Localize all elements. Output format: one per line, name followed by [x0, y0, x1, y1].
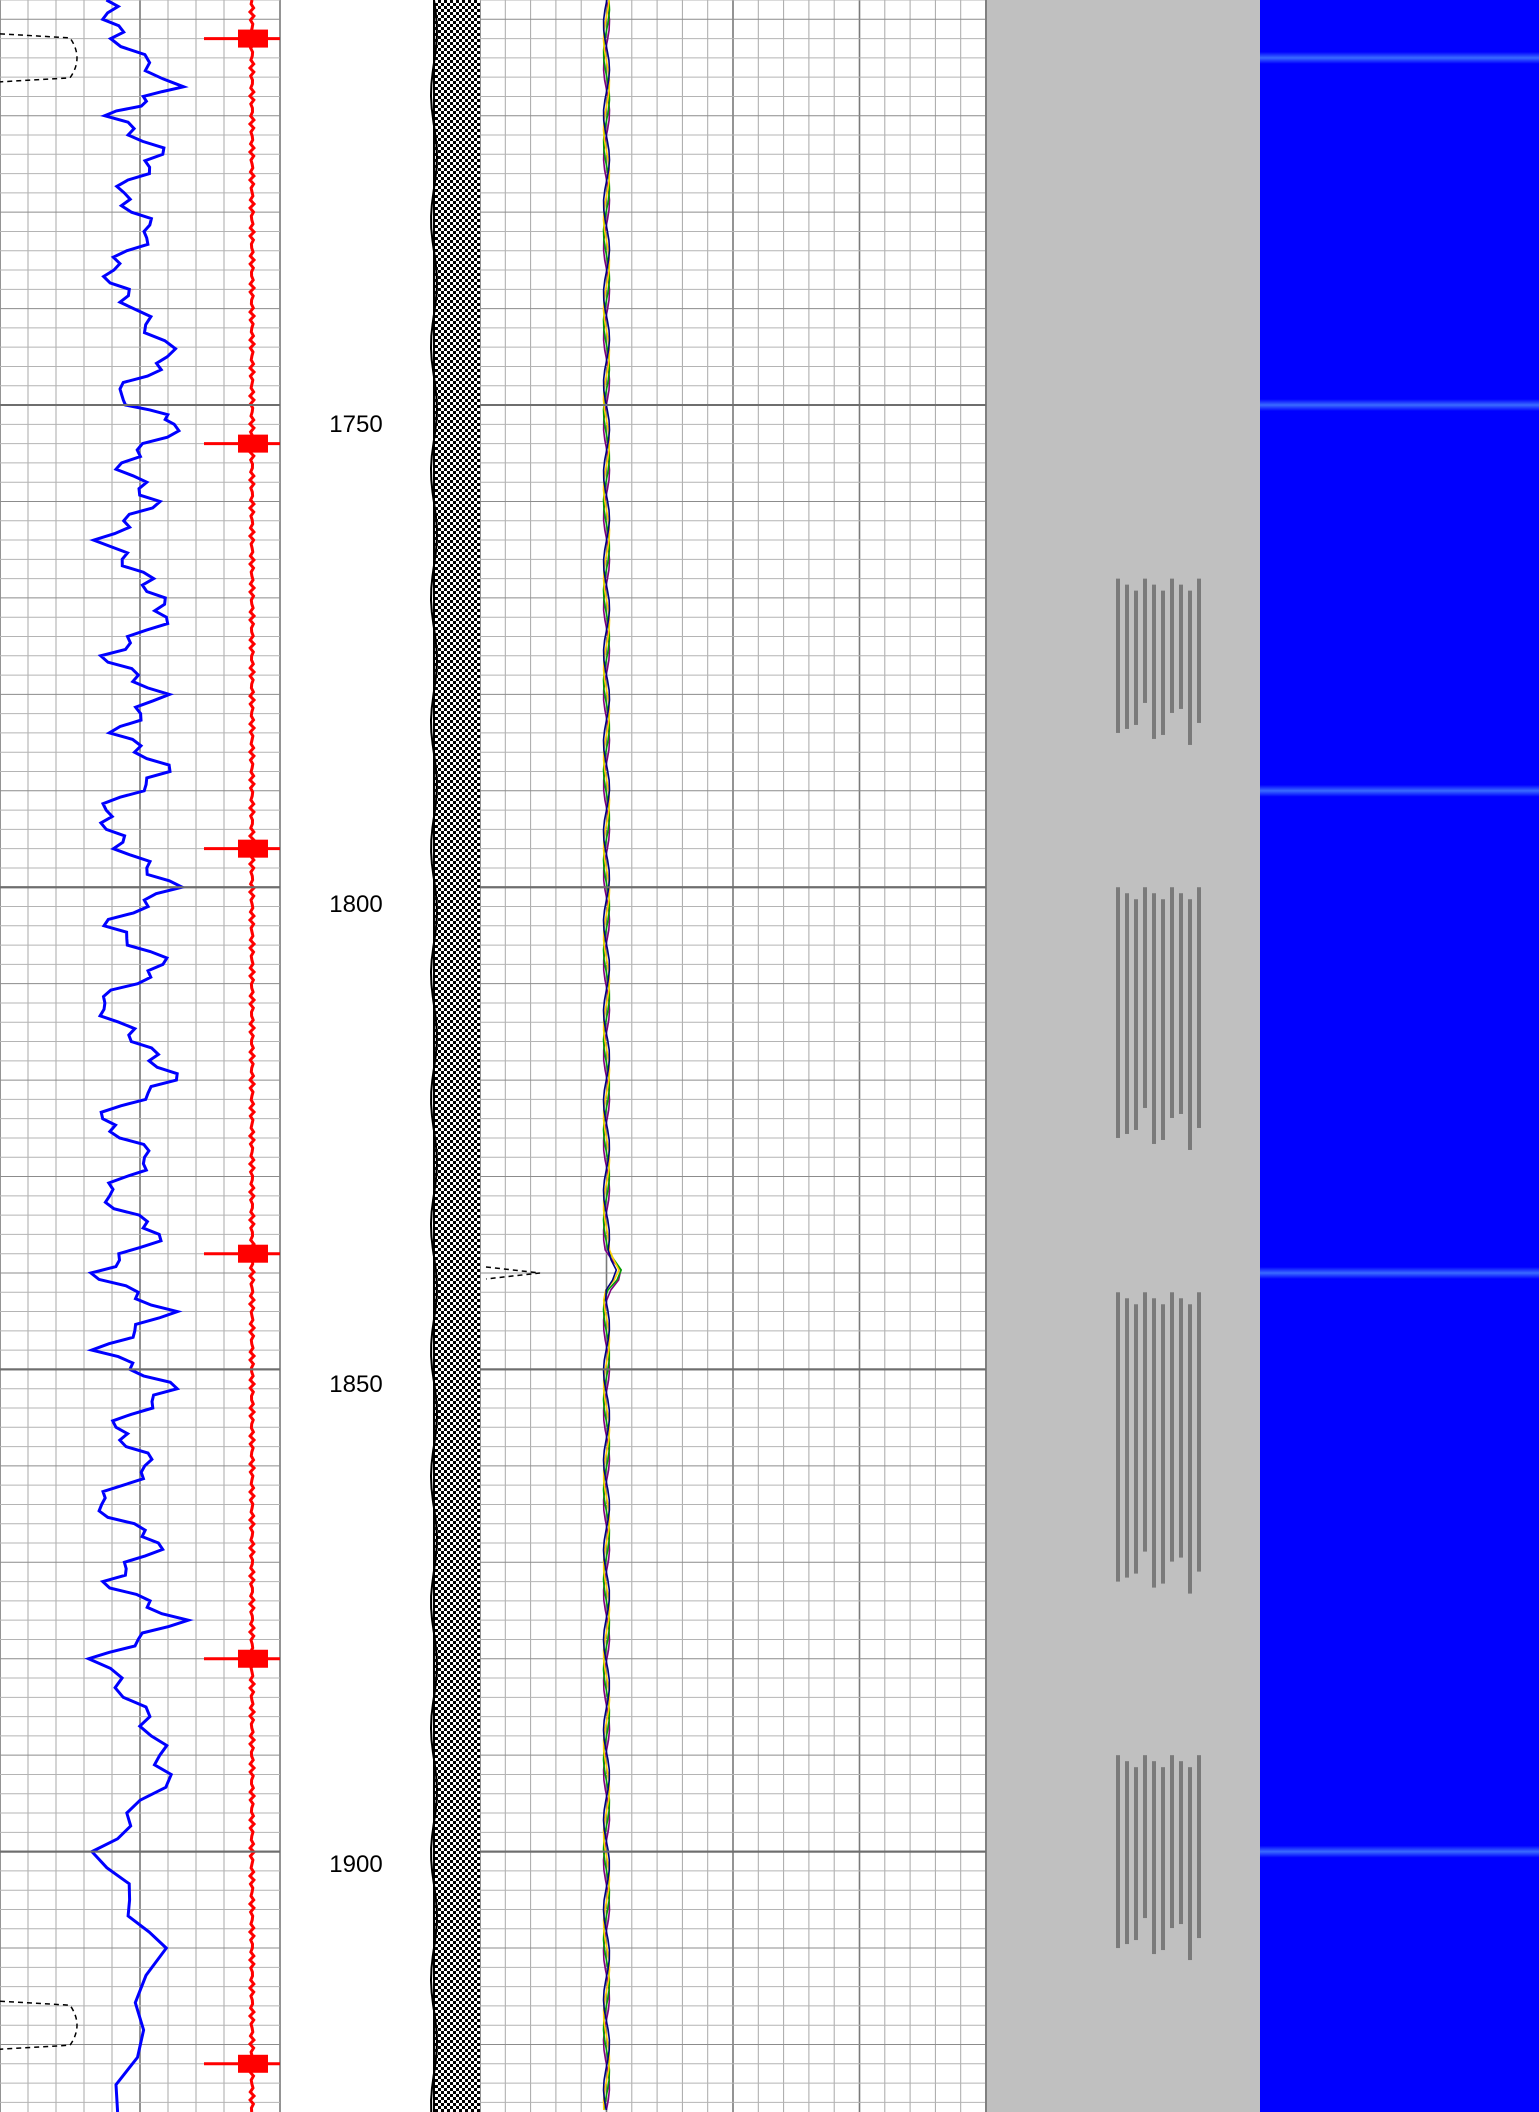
track1-grid	[0, 0, 281, 2112]
image-bright-band	[1260, 784, 1539, 797]
red-spike	[238, 2054, 268, 2073]
vdl-stripe	[1179, 1761, 1183, 1925]
image-bright-band	[1260, 399, 1539, 412]
red-spike	[238, 1244, 268, 1263]
vdl-stripe	[1197, 1755, 1201, 1939]
image-bright-band	[1260, 1266, 1539, 1279]
red-spike	[238, 1649, 268, 1668]
depth-label-1900: 1900	[329, 1851, 382, 1878]
vdl-stripe	[1134, 1304, 1138, 1574]
vdl-image-track	[985, 0, 1260, 2112]
vdl-stripe	[1179, 893, 1183, 1114]
blue-curve	[84, 0, 194, 2112]
vdl-stripe	[1170, 578, 1174, 713]
red-spike	[238, 839, 268, 858]
vdl-stripe	[1179, 1298, 1183, 1558]
vdl-stripe	[1161, 1767, 1165, 1951]
red-spike	[238, 434, 268, 453]
depth-label-1850: 1850	[329, 1371, 382, 1398]
depth-label-1750: 1750	[329, 411, 382, 438]
curves-layer	[0, 0, 623, 2112]
caliper-fill	[434, 0, 480, 2112]
vdl-stripe	[1161, 1304, 1165, 1584]
blue-image-track	[1260, 0, 1539, 2112]
vdl-stripe	[1116, 578, 1120, 733]
vdl-stripe	[1134, 899, 1138, 1130]
vdl-stripe	[1152, 584, 1156, 739]
red-spike	[238, 29, 268, 48]
track3-curve	[602, 0, 618, 2111]
vdl-stripe	[1188, 899, 1192, 1150]
caliper-track	[433, 0, 480, 2112]
vdl-stripe	[1170, 887, 1174, 1118]
vdl-stripe	[1188, 1304, 1192, 1594]
dashed-excursion	[0, 33, 78, 83]
image-background	[1260, 0, 1539, 2112]
red-curve	[247, 0, 257, 2112]
vdl-stripe	[1143, 1755, 1147, 1919]
vdl-stripe	[1170, 1292, 1174, 1562]
vdl-stripe	[1125, 1298, 1129, 1578]
vdl-stripe	[1143, 578, 1147, 703]
vdl-stripe	[1116, 887, 1120, 1138]
vdl-stripe	[1134, 1767, 1138, 1941]
vdl-stripe	[1197, 887, 1201, 1128]
vdl-stripe	[1197, 1292, 1201, 1572]
track3-dashed-marker	[485, 1266, 541, 1280]
depth-labels: 1750 1800 1850 1900	[0, 404, 986, 1878]
vdl-stripe	[1125, 893, 1129, 1134]
vdl-stripe	[1161, 899, 1165, 1140]
vdl-stripe	[1152, 1761, 1156, 1955]
vdl-stripe	[1125, 1761, 1129, 1945]
vdl-stripe	[1188, 1767, 1192, 1961]
depth-label-1800: 1800	[329, 891, 382, 918]
vdl-stripe	[1143, 887, 1147, 1108]
vdl-stripe	[1134, 590, 1138, 725]
vdl-stripe	[1170, 1755, 1174, 1929]
image-bright-band	[1260, 51, 1539, 64]
vdl-stripe	[1188, 590, 1192, 745]
vdl-background	[986, 0, 1260, 2112]
vdl-stripe	[1152, 1298, 1156, 1588]
vdl-stripe	[1143, 1292, 1147, 1552]
vdl-stripe	[1197, 578, 1201, 723]
vdl-stripe	[1179, 584, 1183, 709]
caliper-curve	[429, 0, 439, 2112]
track3-curve	[602, 0, 620, 2111]
track3-grid	[479, 0, 987, 2112]
dashed-excursion	[0, 2000, 78, 2050]
image-bright-band	[1260, 1845, 1539, 1858]
vdl-stripe	[1125, 584, 1129, 729]
vdl-stripe	[1116, 1755, 1120, 1949]
vdl-stripe	[1116, 1292, 1120, 1582]
vdl-stripe	[1152, 893, 1156, 1144]
vdl-stripe	[1161, 590, 1165, 735]
